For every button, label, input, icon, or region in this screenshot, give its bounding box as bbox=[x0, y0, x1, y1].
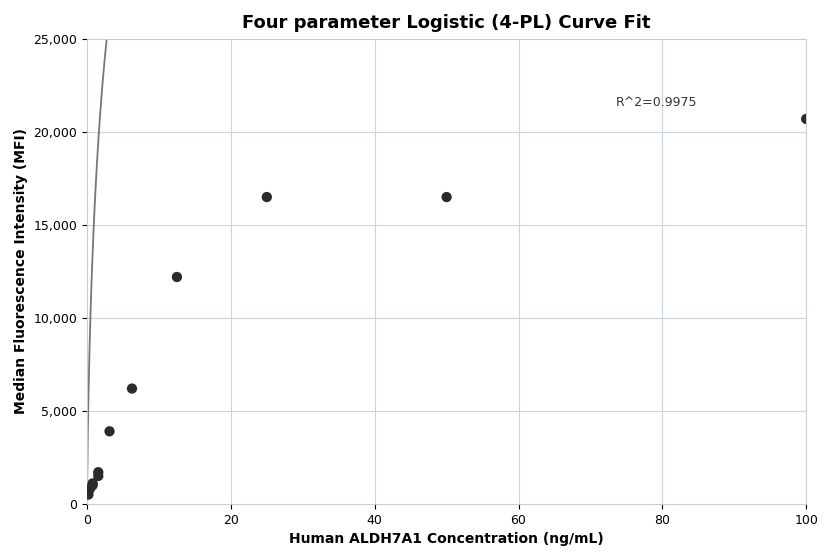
Point bbox=[92, 468, 105, 477]
X-axis label: Human ALDH7A1 Concentration (ng/mL): Human ALDH7A1 Concentration (ng/mL) bbox=[290, 532, 604, 546]
Point bbox=[800, 114, 813, 123]
Text: R^2=0.9975: R^2=0.9975 bbox=[616, 96, 697, 109]
Point bbox=[260, 193, 274, 202]
Title: Four parameter Logistic (4-PL) Curve Fit: Four parameter Logistic (4-PL) Curve Fit bbox=[242, 14, 651, 32]
Point bbox=[440, 193, 453, 202]
Point bbox=[126, 384, 139, 393]
Point bbox=[92, 472, 105, 480]
Point bbox=[171, 273, 184, 282]
Point bbox=[82, 490, 95, 499]
Point bbox=[103, 427, 116, 436]
Point bbox=[86, 479, 99, 488]
Y-axis label: Median Fluorescence Intensity (MFI): Median Fluorescence Intensity (MFI) bbox=[14, 128, 28, 414]
Point bbox=[83, 484, 97, 493]
Point bbox=[86, 480, 99, 489]
